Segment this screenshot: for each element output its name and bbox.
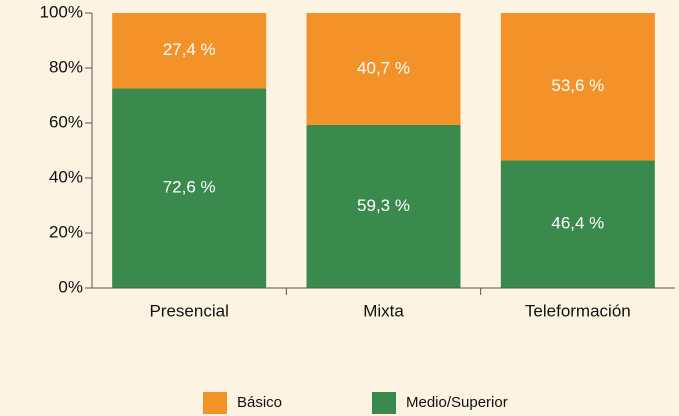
value-label: 72,6 % (163, 178, 216, 197)
bar-segment (112, 13, 267, 89)
y-tick-label: 80% (49, 57, 83, 76)
y-tick-label: 0% (58, 277, 83, 296)
y-tick-label: 40% (49, 167, 83, 186)
value-label: 46,4 % (551, 214, 604, 233)
x-tick-label: Mixta (363, 301, 404, 320)
bar-segment (112, 88, 267, 288)
y-tick-label: 20% (49, 222, 83, 241)
y-tick-label: 60% (49, 112, 83, 131)
bar-segment (306, 124, 461, 288)
value-label: 40,7 % (357, 58, 410, 77)
bar-segment (500, 160, 655, 288)
bar-segment (306, 13, 461, 125)
x-tick-label: Teleformación (525, 301, 631, 320)
value-label: 59,3 % (357, 196, 410, 215)
legend-swatch (372, 392, 396, 414)
bar-segment (500, 13, 655, 161)
x-tick-label: Presencial (149, 301, 228, 320)
legend-label: Básico (237, 394, 282, 411)
value-label: 27,4 % (163, 40, 216, 59)
value-label: 53,6 % (551, 76, 604, 95)
y-tick-label: 100% (40, 2, 83, 21)
legend-swatch (203, 392, 227, 414)
legend-label: Medio/Superior (406, 394, 508, 411)
